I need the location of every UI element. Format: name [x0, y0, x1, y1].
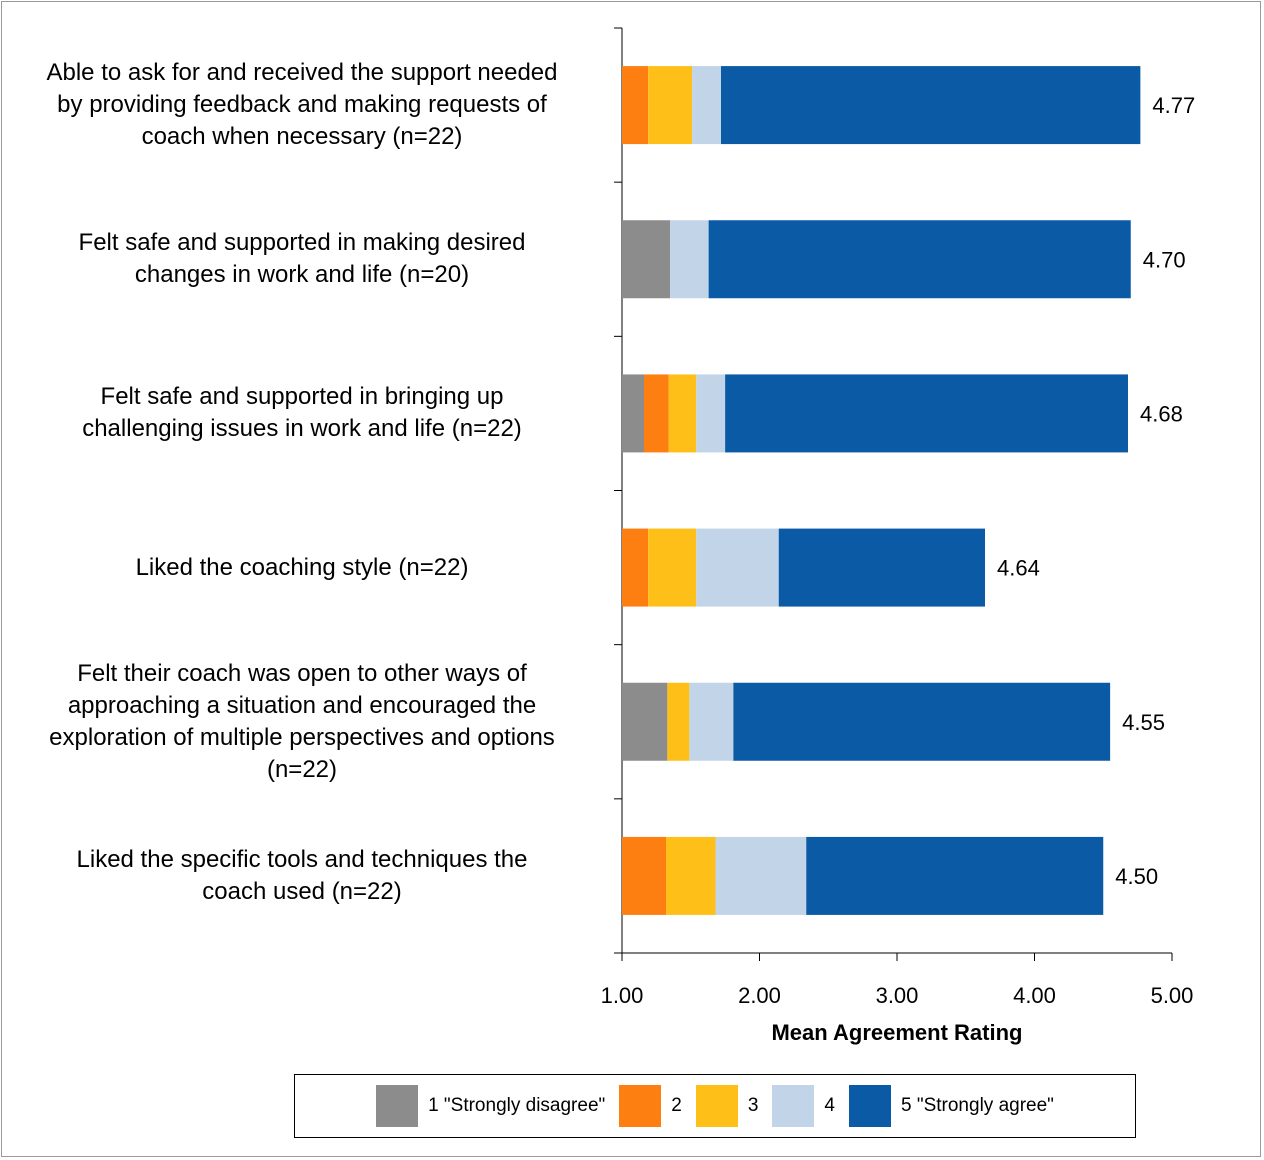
legend-swatch — [376, 1085, 419, 1127]
legend-label: 1 "Strongly disagree" — [428, 1095, 606, 1116]
data-label: 4.70 — [1143, 247, 1186, 272]
legend: 1 "Strongly disagree" 2 3 4 5 "Strongly agre… — [294, 1074, 1136, 1138]
category-label-line: Able to ask for and received the support… — [46, 59, 558, 87]
legend-swatch — [772, 1085, 815, 1127]
bar-segment — [667, 682, 690, 761]
bar-segment — [622, 220, 671, 299]
bar-segment — [692, 66, 721, 145]
bar-segment — [668, 374, 697, 453]
legend-label: 4 — [824, 1095, 835, 1116]
legend-item: 4 — [772, 1085, 835, 1127]
category-label-line: coach when necessary (n=22) — [141, 123, 463, 151]
category-label-line: Liked the coaching style (n=22) — [135, 553, 469, 581]
category-label-line: (n=22) — [266, 755, 338, 783]
bar-segment — [644, 374, 669, 453]
bar-segment — [648, 66, 693, 145]
category-label-line: Felt their coach was open to other ways … — [77, 659, 527, 687]
x-tick-label: 2.00 — [738, 983, 781, 1008]
bar-segment — [666, 836, 716, 915]
category-label-line: Liked the specific tools and techniques … — [76, 845, 528, 873]
category-label-line: Felt safe and supported in bringing up — [100, 383, 504, 411]
category-label: Felt their coach was open to other ways … — [2, 658, 602, 786]
category-label: Able to ask for and received the support… — [2, 57, 602, 153]
category-label-line: exploration of multiple perspectives and… — [49, 723, 555, 751]
bar-segment — [622, 374, 644, 453]
category-label-line: Felt safe and supported in making desire… — [78, 229, 526, 257]
data-label: 4.55 — [1122, 710, 1165, 735]
legend-swatch — [695, 1085, 738, 1127]
bar-segment — [725, 374, 1128, 453]
data-label: 4.68 — [1140, 401, 1183, 426]
legend-swatch — [619, 1085, 662, 1127]
bar-segment — [670, 220, 709, 299]
data-label: 4.64 — [997, 556, 1040, 581]
data-label: 4.77 — [1152, 93, 1195, 118]
bar-segment — [648, 528, 697, 607]
legend-item: 2 — [619, 1085, 682, 1127]
bar-segment — [715, 836, 807, 915]
bar-segment — [689, 682, 734, 761]
bar-segment — [622, 528, 649, 607]
x-axis-title: Mean Agreement Rating — [771, 1020, 1023, 1045]
bar-segment — [708, 220, 1131, 299]
bar-segment — [778, 528, 985, 607]
category-label-line: challenging issues in work and life (n=2… — [82, 415, 522, 443]
bar-segment — [696, 528, 779, 607]
bar-segment — [622, 836, 666, 915]
legend-item: 3 — [695, 1085, 759, 1127]
bar-segment — [696, 374, 726, 453]
legend-item: 5 "Strongly agree" — [849, 1085, 1054, 1127]
legend-label: 2 — [671, 1095, 682, 1116]
bar-segment — [806, 836, 1104, 915]
category-label-line: changes in work and life (n=20) — [134, 261, 470, 289]
x-tick-label: 3.00 — [876, 983, 919, 1008]
legend-item: 1 "Strongly disagree" — [376, 1085, 605, 1127]
x-tick-label: 1.00 — [601, 983, 644, 1008]
legend-label: 3 — [747, 1095, 759, 1116]
category-label: Felt safe and supported in making desire… — [2, 227, 602, 291]
category-label: Liked the specific tools and techniques … — [2, 844, 602, 908]
x-tick-label: 5.00 — [1151, 983, 1194, 1008]
category-label: Felt safe and supported in bringing up ch… — [2, 381, 602, 445]
bar-segment — [622, 682, 668, 761]
legend-swatch — [849, 1085, 891, 1127]
bar-segment — [733, 682, 1111, 761]
category-label-line: by providing feedback and making request… — [57, 91, 547, 119]
x-tick-label: 4.00 — [1013, 983, 1056, 1008]
bar-segment — [622, 66, 649, 145]
data-label: 4.50 — [1115, 864, 1158, 889]
category-label-line: coach used (n=22) — [202, 877, 402, 905]
category-label-line: approaching a situation and encouraged t… — [67, 691, 537, 719]
category-label: Liked the coaching style (n=22) — [2, 552, 602, 584]
bar-segment — [721, 66, 1141, 145]
legend-label: 5 "Strongly agree" — [901, 1095, 1054, 1116]
